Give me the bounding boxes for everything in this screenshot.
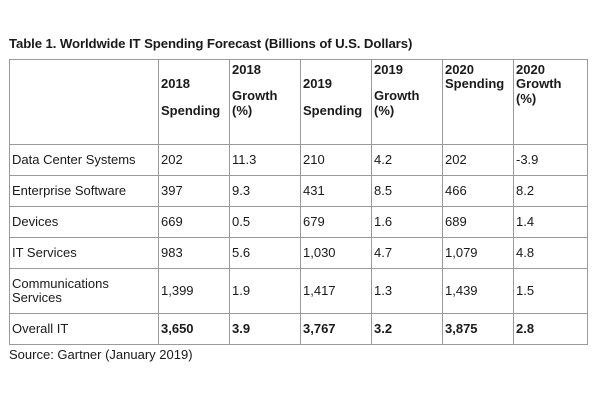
table-row: Data Center Systems 202 11.3 210 4.2 202… <box>9 144 588 176</box>
header-2019-spending: 2019 Spending <box>300 59 372 145</box>
table-row: Devices 669 0.5 679 1.6 689 1.4 <box>9 206 588 238</box>
cell-2019-growth: 4.2 <box>371 144 443 176</box>
cell-2018-growth: 0.5 <box>229 206 301 238</box>
row-label: Communications Services <box>9 268 159 314</box>
header-row: 2018 Spending 2018 Growth (%) 2019 Spend… <box>9 59 588 145</box>
cell-2018-growth: 1.9 <box>229 268 301 314</box>
header-corner <box>9 59 159 145</box>
cell-2020-spending: 3,875 <box>442 313 514 345</box>
cell-2019-growth: 8.5 <box>371 175 443 207</box>
cell-2020-spending: 1,439 <box>442 268 514 314</box>
it-spending-table: 2018 Spending 2018 Growth (%) 2019 Spend… <box>9 59 588 345</box>
header-2018-spending: 2018 Spending <box>158 59 230 145</box>
row-label: Overall IT <box>9 313 159 345</box>
header-2018-growth: 2018 Growth (%) <box>229 59 301 145</box>
cell-2018-spending: 983 <box>158 237 230 269</box>
row-label: Devices <box>9 206 159 238</box>
cell-2020-growth: 1.5 <box>513 268 588 314</box>
row-label: Enterprise Software <box>9 175 159 207</box>
source-note: Source: Gartner (January 2019) <box>9 347 193 362</box>
table-title: Table 1. Worldwide IT Spending Forecast … <box>9 36 413 51</box>
row-label: Data Center Systems <box>9 144 159 176</box>
table-row: Enterprise Software 397 9.3 431 8.5 466 … <box>9 175 588 207</box>
cell-2018-spending: 202 <box>158 144 230 176</box>
cell-2020-spending: 1,079 <box>442 237 514 269</box>
cell-2020-growth: 4.8 <box>513 237 588 269</box>
cell-2018-growth: 3.9 <box>229 313 301 345</box>
cell-2019-growth: 3.2 <box>371 313 443 345</box>
row-label: IT Services <box>9 237 159 269</box>
cell-2020-growth: 1.4 <box>513 206 588 238</box>
cell-2018-spending: 397 <box>158 175 230 207</box>
cell-2019-spending: 210 <box>300 144 372 176</box>
cell-2019-growth: 4.7 <box>371 237 443 269</box>
cell-2020-growth: -3.9 <box>513 144 588 176</box>
cell-2020-growth: 8.2 <box>513 175 588 207</box>
cell-2019-spending: 1,417 <box>300 268 372 314</box>
table-row-total: Overall IT 3,650 3.9 3,767 3.2 3,875 2.8 <box>9 313 588 345</box>
header-2020-spending: 2020 Spending <box>442 59 514 145</box>
cell-2018-spending: 1,399 <box>158 268 230 314</box>
cell-2019-spending: 679 <box>300 206 372 238</box>
cell-2019-spending: 431 <box>300 175 372 207</box>
table-row: IT Services 983 5.6 1,030 4.7 1,079 4.8 <box>9 237 588 269</box>
cell-2018-spending: 669 <box>158 206 230 238</box>
header-2019-growth: 2019 Growth (%) <box>371 59 443 145</box>
cell-2018-growth: 9.3 <box>229 175 301 207</box>
cell-2019-growth: 1.3 <box>371 268 443 314</box>
cell-2019-spending: 1,030 <box>300 237 372 269</box>
cell-2018-spending: 3,650 <box>158 313 230 345</box>
cell-2020-growth: 2.8 <box>513 313 588 345</box>
cell-2019-growth: 1.6 <box>371 206 443 238</box>
table-row: Communications Services 1,399 1.9 1,417 … <box>9 268 588 314</box>
cell-2018-growth: 11.3 <box>229 144 301 176</box>
cell-2020-spending: 689 <box>442 206 514 238</box>
header-2020-growth: 2020 Growth (%) <box>513 59 588 145</box>
cell-2020-spending: 466 <box>442 175 514 207</box>
cell-2019-spending: 3,767 <box>300 313 372 345</box>
cell-2018-growth: 5.6 <box>229 237 301 269</box>
cell-2020-spending: 202 <box>442 144 514 176</box>
